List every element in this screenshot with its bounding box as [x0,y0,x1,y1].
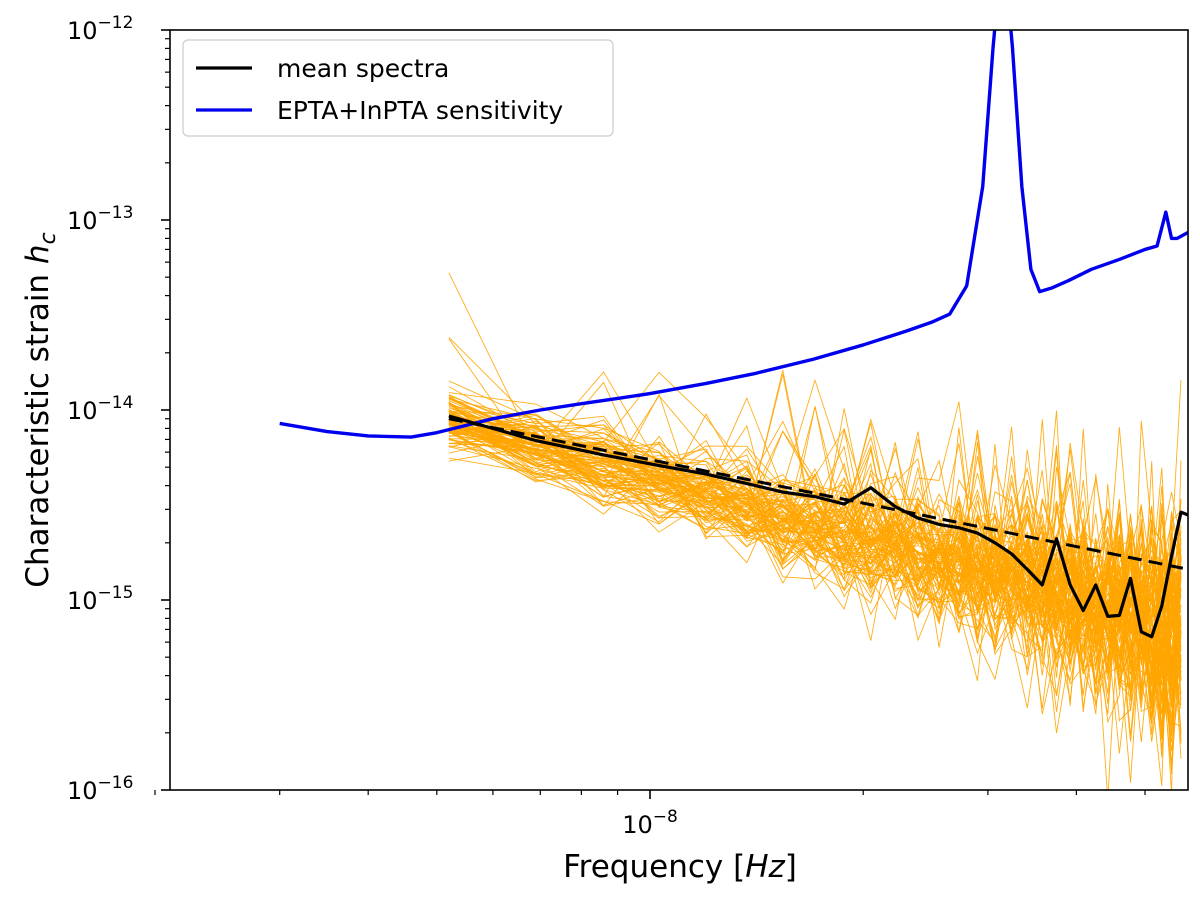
y-tick-label: 10−13 [67,203,133,235]
realization-line [448,431,1182,752]
y-axis-label: Characteristic strain hc [20,232,61,587]
realization-line [448,442,1182,709]
x-tick-label: 10−8 [622,807,678,839]
legend: mean spectra EPTA+InPTA sensitivity [182,39,614,137]
realization-line [448,410,1182,682]
mean-spectra-series [448,414,1188,639]
sensitivity-series [279,30,1188,439]
realization-line [448,413,1182,685]
legend-label-mean: mean spectra [277,54,449,83]
realization-line [448,369,1182,700]
realization-line [448,422,1182,728]
y-tick-label: 10−16 [67,773,133,805]
realization-line [448,272,1182,686]
x-axis: 10−8 [154,790,1146,839]
sensitivity-line [279,30,1188,439]
realization-line [448,421,1182,687]
y-tick-label: 10−14 [67,393,133,425]
realization-line [448,380,1182,675]
realization-line [448,419,1182,698]
y-axis: 10−16 10−15 10−14 10−13 10−12 [67,13,170,805]
legend-label-sensitivity: EPTA+InPTA sensitivity [277,96,563,125]
realization-line [448,404,1182,660]
realization-line [448,420,1182,736]
realization-line [448,392,1182,661]
realization-line [448,394,1182,706]
x-axis-label: Frequency [Hz] [563,849,797,885]
plot-area [170,30,1188,790]
mean-spectra-line [448,414,1188,639]
realization-line [448,437,1182,767]
realization-line [448,371,1182,741]
legend-box [182,39,614,137]
y-tick-label: 10−12 [67,13,133,45]
realization-line [448,338,1182,702]
y-tick-label: 10−15 [67,583,133,615]
realization-line [448,424,1182,715]
realization-line [448,432,1182,719]
